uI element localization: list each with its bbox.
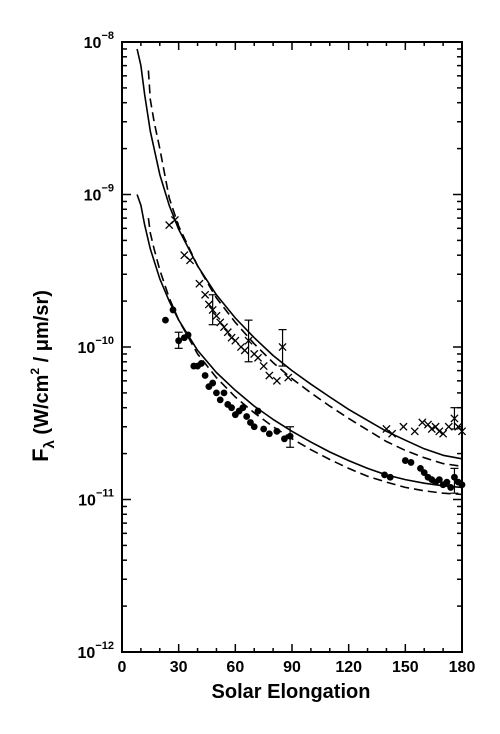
y-tick-label: 10−10 <box>78 335 114 357</box>
data-point-cross <box>244 336 253 345</box>
data-point-dot <box>216 396 224 404</box>
data-point-cross <box>208 305 217 314</box>
data-point-cross <box>185 256 195 265</box>
data-point-dot <box>435 476 443 484</box>
data-point-cross <box>435 427 444 436</box>
data-point-dot <box>239 404 247 412</box>
model-curve-dashed <box>147 217 463 496</box>
data-points <box>162 215 467 491</box>
data-point-cross <box>388 429 397 438</box>
data-point-dot <box>447 484 455 491</box>
data-point-cross <box>204 300 213 309</box>
data-point-cross <box>272 376 281 385</box>
data-point-dot <box>381 471 388 479</box>
data-point-cross <box>216 318 225 327</box>
x-tick-label: 0 <box>118 659 127 676</box>
y-tick-base: 10 <box>78 493 96 510</box>
data-point-cross <box>201 290 210 299</box>
y-tick-base: 10 <box>84 35 102 52</box>
y-tick-exponent: −12 <box>95 640 114 652</box>
data-point-dot <box>220 389 228 397</box>
data-point-cross <box>410 427 419 436</box>
x-tick-label: 120 <box>335 659 362 676</box>
data-point-dot <box>451 473 458 481</box>
data-point-dot <box>260 425 268 433</box>
model-curves <box>136 48 463 496</box>
data-point-dot <box>386 473 394 481</box>
data-point-cross <box>278 342 287 352</box>
model-curve-solid <box>136 48 463 460</box>
data-point-dot <box>162 316 169 324</box>
y-tick-base: 10 <box>78 645 96 662</box>
y-tick-exponent: −11 <box>96 488 114 500</box>
data-point-cross <box>265 371 274 380</box>
data-point-cross <box>439 429 448 438</box>
data-point-dot <box>197 360 205 367</box>
data-point-cross <box>450 414 459 423</box>
data-point-dot <box>169 306 177 314</box>
data-point-cross <box>253 353 263 362</box>
x-tick-label: 30 <box>170 659 188 676</box>
data-point-cross <box>170 215 179 225</box>
data-point-dot <box>213 389 220 397</box>
y-tick-exponent: −8 <box>101 30 114 42</box>
data-point-cross <box>223 328 232 337</box>
data-point-dot <box>201 372 209 379</box>
y-tick-base: 10 <box>78 340 96 357</box>
data-point-dot <box>420 469 428 477</box>
data-point-cross <box>219 323 229 332</box>
x-tick-label: 180 <box>449 659 476 676</box>
data-point-cross <box>259 361 268 371</box>
data-point-dot <box>243 413 251 420</box>
data-point-dot <box>281 435 288 443</box>
plot-frame <box>121 41 463 653</box>
model-curve-solid <box>136 194 463 489</box>
x-axis: 0 30 60 90 120 150 180 <box>118 42 476 676</box>
model-curve-dashed <box>147 70 463 468</box>
data-point-dot <box>228 404 235 412</box>
x-axis-title: Solar Elongation <box>212 681 371 703</box>
y-tick-label: 10−11 <box>78 488 114 510</box>
y-tick-label: 10−8 <box>84 30 114 52</box>
data-point-cross <box>240 346 249 355</box>
data-point-cross <box>212 311 221 320</box>
data-point-cross <box>427 424 436 434</box>
data-point-cross <box>284 373 293 382</box>
y-tick-label: 10−12 <box>78 640 114 662</box>
data-point-dot <box>265 430 273 438</box>
data-point-dot <box>286 432 294 440</box>
y-tick-exponent: −9 <box>101 183 114 195</box>
data-point-dot <box>273 427 281 435</box>
y-tick-label: 10−9 <box>84 183 114 205</box>
data-point-cross <box>382 424 391 434</box>
x-tick-label: 90 <box>283 659 301 676</box>
data-point-cross <box>444 422 453 431</box>
y-tick-exponent: −10 <box>95 335 114 347</box>
data-point-dot <box>184 331 192 339</box>
data-point-cross <box>195 279 204 288</box>
x-tick-label: 150 <box>392 659 419 676</box>
y-axis-title: Fλ (W/cm2 / μm/sr) <box>28 290 58 462</box>
data-point-dot <box>250 423 258 431</box>
x-tick-label: 60 <box>226 659 244 676</box>
data-point-dot <box>254 407 262 415</box>
data-point-cross <box>418 418 427 427</box>
data-point-cross <box>399 422 408 431</box>
data-point-dot <box>175 337 183 345</box>
data-point-dot <box>407 459 415 466</box>
y-tick-base: 10 <box>84 188 102 205</box>
data-point-dot <box>443 478 451 486</box>
data-point-dot <box>401 457 409 464</box>
data-point-dot <box>209 379 217 387</box>
